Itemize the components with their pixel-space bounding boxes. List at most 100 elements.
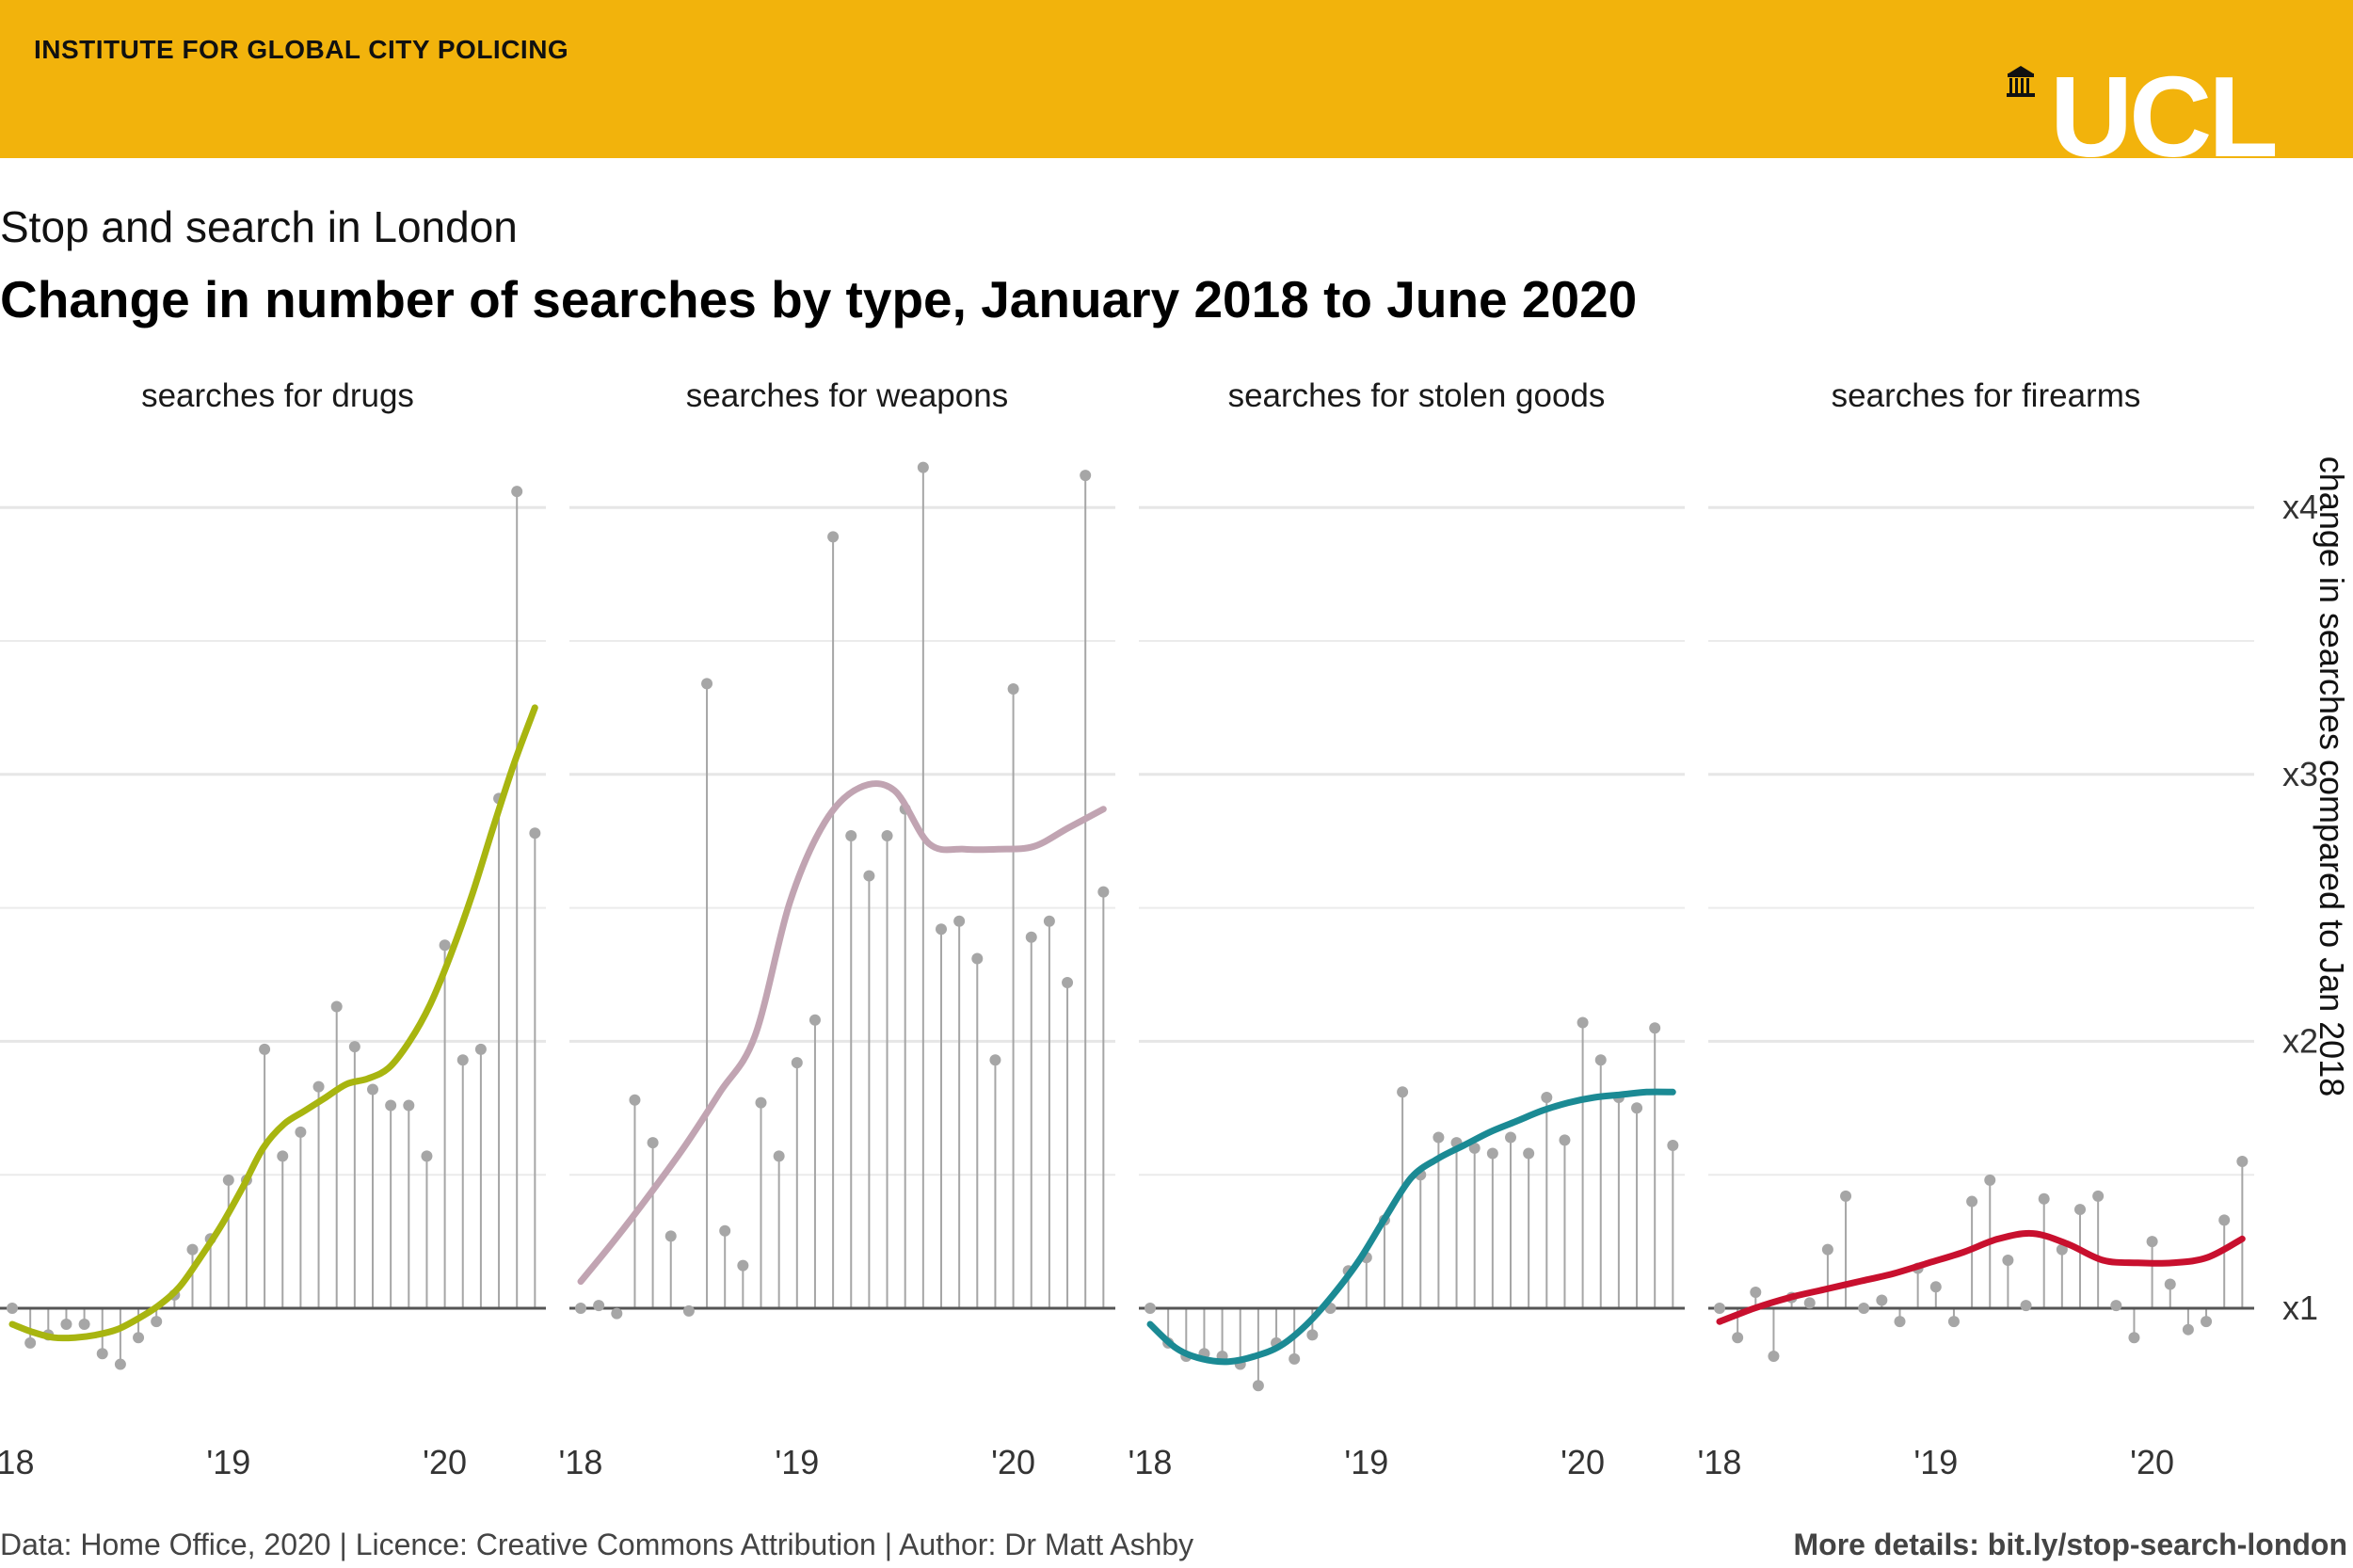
panel-title-searches-for-firearms: searches for firearms: [1832, 377, 2141, 414]
data-point: [1306, 1329, 1319, 1341]
data-point: [2146, 1236, 2158, 1248]
data-point: [1821, 1243, 1833, 1256]
data-point: [701, 678, 713, 690]
data-point: [1252, 1380, 1264, 1392]
data-point: [917, 461, 929, 473]
x-tick-label: '20: [2130, 1443, 2174, 1481]
data-point: [1631, 1102, 1643, 1114]
data-point: [593, 1300, 605, 1312]
source-caption: Data: Home Office, 2020 | Licence: Creat…: [0, 1528, 1194, 1561]
data-point: [1984, 1174, 1996, 1186]
data-point: [1523, 1147, 1535, 1160]
data-point: [2020, 1300, 2032, 1312]
data-point: [1714, 1303, 1725, 1314]
y-axis-title: change in searches compared to Jan 2018: [2313, 456, 2351, 1096]
data-point: [682, 1304, 695, 1317]
data-point: [2002, 1254, 2014, 1266]
data-point: [277, 1150, 289, 1162]
more-details-link[interactable]: More details: bit.ly/stop-search-london: [1793, 1528, 2348, 1561]
institute-name: INSTITUTE FOR GLOBAL CITY POLICING: [34, 35, 569, 64]
data-point: [2164, 1278, 2176, 1290]
data-point: [348, 1041, 360, 1053]
y-tick-label: x3: [2282, 755, 2318, 793]
data-point: [827, 531, 840, 543]
x-tick-label: '18: [559, 1443, 603, 1481]
data-point: [511, 486, 523, 498]
data-point: [1468, 1142, 1481, 1154]
data-point: [2056, 1243, 2068, 1256]
mark-layer: [0, 461, 2254, 1392]
data-point: [808, 1014, 821, 1026]
trend-line-searches-for-firearms: [1716, 1229, 2246, 1325]
data-point: [719, 1224, 731, 1237]
data-point: [1803, 1297, 1816, 1309]
x-tick-label: '20: [423, 1443, 467, 1481]
data-point: [1577, 1016, 1589, 1029]
data-point: [936, 923, 947, 936]
data-point: [664, 1230, 677, 1242]
data-point: [2201, 1316, 2213, 1328]
data-point: [1097, 886, 1110, 898]
data-point: [2236, 1156, 2249, 1168]
data-point: [647, 1137, 659, 1149]
data-point: [755, 1096, 767, 1109]
data-point: [151, 1316, 163, 1328]
x-tick-label: '19: [1344, 1443, 1388, 1481]
data-point: [330, 1000, 343, 1013]
data-point: [421, 1150, 433, 1162]
data-point: [2092, 1190, 2105, 1202]
data-point: [1667, 1140, 1679, 1152]
header-banner: INSTITUTE FOR GLOBAL CITY POLICING UCL: [0, 0, 2353, 158]
data-point: [1080, 470, 1092, 482]
data-point: [2128, 1332, 2140, 1344]
y-tick-label: x4: [2282, 488, 2318, 526]
data-point: [222, 1174, 234, 1186]
data-point: [773, 1150, 785, 1162]
data-point: [1505, 1131, 1516, 1144]
data-point: [312, 1080, 325, 1093]
ucl-logo: UCL: [2007, 66, 2279, 158]
data-point: [1594, 1054, 1607, 1066]
x-tick-label: '18: [1698, 1443, 1742, 1481]
data-point: [989, 1054, 1001, 1066]
data-point: [1144, 1303, 1156, 1314]
text-layer: searches for drugs '18 '19 '20 searches for …: [0, 377, 2351, 1481]
y-tick-label: x1: [2282, 1288, 2318, 1327]
data-point: [403, 1099, 415, 1112]
data-point: [439, 939, 451, 952]
y-tick-label: x2: [2282, 1021, 2318, 1060]
x-tick-label: '20: [991, 1443, 1035, 1481]
data-point: [114, 1358, 126, 1370]
data-point: [133, 1332, 145, 1344]
data-point: [737, 1259, 749, 1272]
data-point: [2038, 1192, 2050, 1205]
data-point: [2074, 1204, 2086, 1216]
grid-layer: [0, 505, 2254, 1176]
data-point: [474, 1043, 487, 1055]
data-point: [1840, 1190, 1852, 1202]
data-point: [456, 1054, 469, 1066]
data-point: [367, 1083, 378, 1096]
data-point: [385, 1099, 397, 1112]
data-point: [1858, 1303, 1870, 1314]
data-point: [1397, 1086, 1409, 1098]
data-point: [1541, 1091, 1553, 1103]
x-tick-label: '19: [775, 1443, 819, 1481]
data-point: [2218, 1214, 2231, 1226]
data-point: [60, 1319, 72, 1331]
trend-line-searches-for-drugs: [8, 704, 538, 1342]
data-point: [1025, 931, 1037, 943]
data-point: [96, 1348, 108, 1360]
chart-title: Change in number of searches by type, Ja…: [0, 270, 1638, 328]
data-point: [78, 1319, 90, 1331]
x-tick-label: '18: [1128, 1443, 1173, 1481]
x-tick-label: '19: [1913, 1443, 1958, 1481]
data-point: [611, 1307, 623, 1320]
data-point: [1929, 1281, 1942, 1293]
data-point: [1947, 1316, 1960, 1328]
data-point: [863, 870, 875, 882]
data-point: [1750, 1286, 1762, 1298]
data-point: [1768, 1351, 1780, 1363]
data-point: [1876, 1294, 1888, 1306]
data-point: [1649, 1022, 1661, 1034]
